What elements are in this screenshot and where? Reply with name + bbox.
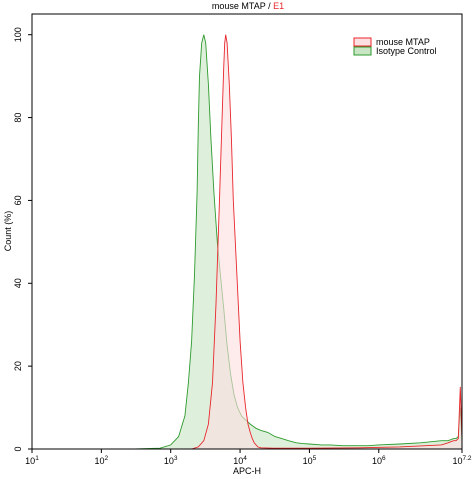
y-tick-label: 20	[13, 361, 23, 371]
y-tick-label: 100	[13, 27, 23, 42]
y-axis-ticks: 0 20 40 60 80 100	[13, 27, 32, 452]
x-tick-label: 103	[164, 455, 178, 466]
x-tick-label: 101	[25, 455, 39, 466]
x-tick-label: 106	[372, 455, 386, 466]
series-line-isotype-control	[134, 34, 463, 450]
legend-label-isotype-control: Isotype Control	[376, 46, 437, 56]
legend-label-mouse-mtap: mouse MTAP	[376, 37, 430, 47]
y-axis-title: Count (%)	[3, 211, 13, 252]
chart-title: mouse MTAP / E1	[212, 1, 284, 11]
y-tick-label: 80	[13, 113, 23, 123]
x-tick-label: 102	[95, 455, 109, 466]
legend-swatch-isotype-control	[353, 46, 372, 56]
y-tick-label: 0	[13, 446, 23, 451]
y-tick-label: 40	[13, 278, 23, 288]
y-tick-label: 60	[13, 195, 23, 205]
legend: mouse MTAP Isotype Control	[353, 37, 437, 56]
x-axis-title: APC-H	[233, 466, 261, 476]
legend-swatch-mouse-mtap	[353, 37, 372, 47]
x-axis-ticks: 101 102 103 104 105 106 107.2	[25, 449, 472, 466]
plot-frame	[31, 13, 463, 450]
series-layer	[134, 34, 463, 450]
chart-title-part-1: mouse MTAP /	[212, 1, 273, 11]
series-area-mouse-mtap	[191, 34, 462, 449]
chart-title-part-2: E1	[273, 1, 284, 11]
x-tick-label: 107.2	[452, 455, 471, 466]
series-line-mouse-mtap	[191, 34, 463, 450]
x-tick-label: 105	[303, 455, 317, 466]
x-tick-label: 104	[233, 455, 247, 466]
series-area-isotype-control	[134, 34, 462, 449]
